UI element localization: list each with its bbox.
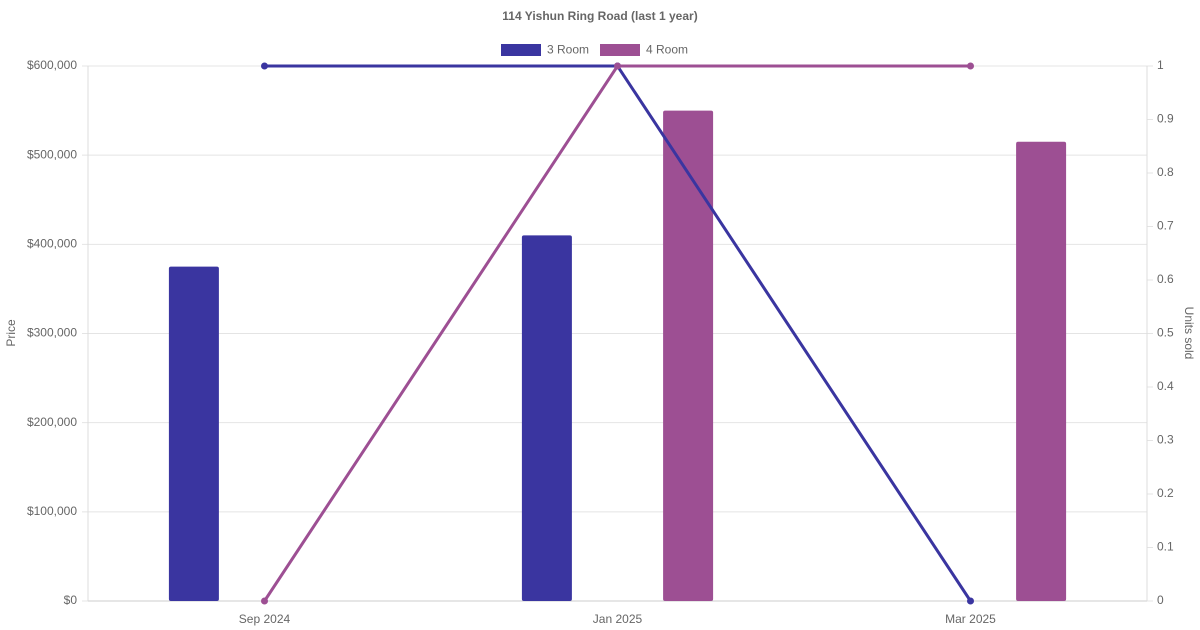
point bbox=[967, 597, 974, 605]
legend-label: 4 Room bbox=[646, 43, 688, 57]
y2-axis-title: Units sold bbox=[1182, 307, 1196, 360]
point bbox=[967, 62, 974, 70]
y-axis-title: Price bbox=[4, 319, 18, 347]
point bbox=[614, 62, 621, 70]
x-tick-label: Sep 2024 bbox=[239, 612, 291, 626]
legend-swatch bbox=[501, 44, 541, 56]
y2-tick-label: 0.8 bbox=[1157, 165, 1174, 179]
legend-label: 3 Room bbox=[547, 43, 589, 57]
y2-tick-label: 0.1 bbox=[1157, 540, 1174, 554]
y2-tick-label: 1 bbox=[1157, 58, 1164, 72]
bar bbox=[1016, 141, 1067, 601]
y-tick-label: $100,000 bbox=[27, 504, 77, 518]
y2-tick-label: 0.7 bbox=[1157, 219, 1174, 233]
x-tick-label: Jan 2025 bbox=[593, 612, 643, 626]
y2-tick-label: 0 bbox=[1157, 593, 1164, 607]
bar bbox=[521, 235, 572, 601]
point bbox=[261, 597, 268, 605]
y-tick-label: $200,000 bbox=[27, 415, 77, 429]
chart-title: 114 Yishun Ring Road (last 1 year) bbox=[502, 9, 697, 23]
bar bbox=[663, 110, 714, 601]
y-tick-label: $500,000 bbox=[27, 147, 77, 161]
legend-swatch bbox=[600, 44, 640, 56]
y2-tick-label: 0.5 bbox=[1157, 326, 1174, 340]
y2-tick-label: 0.6 bbox=[1157, 272, 1174, 286]
x-tick-label: Mar 2025 bbox=[945, 612, 996, 626]
y2-tick-label: 0.2 bbox=[1157, 486, 1174, 500]
y-tick-label: $300,000 bbox=[27, 326, 77, 340]
bar bbox=[168, 266, 219, 601]
y2-tick-label: 0.3 bbox=[1157, 433, 1174, 447]
y2-tick-label: 0.9 bbox=[1157, 112, 1174, 126]
point bbox=[261, 62, 268, 70]
y-tick-label: $0 bbox=[64, 593, 78, 607]
y-tick-label: $400,000 bbox=[27, 237, 77, 251]
y2-tick-label: 0.4 bbox=[1157, 379, 1174, 393]
y-tick-label: $600,000 bbox=[27, 58, 77, 72]
